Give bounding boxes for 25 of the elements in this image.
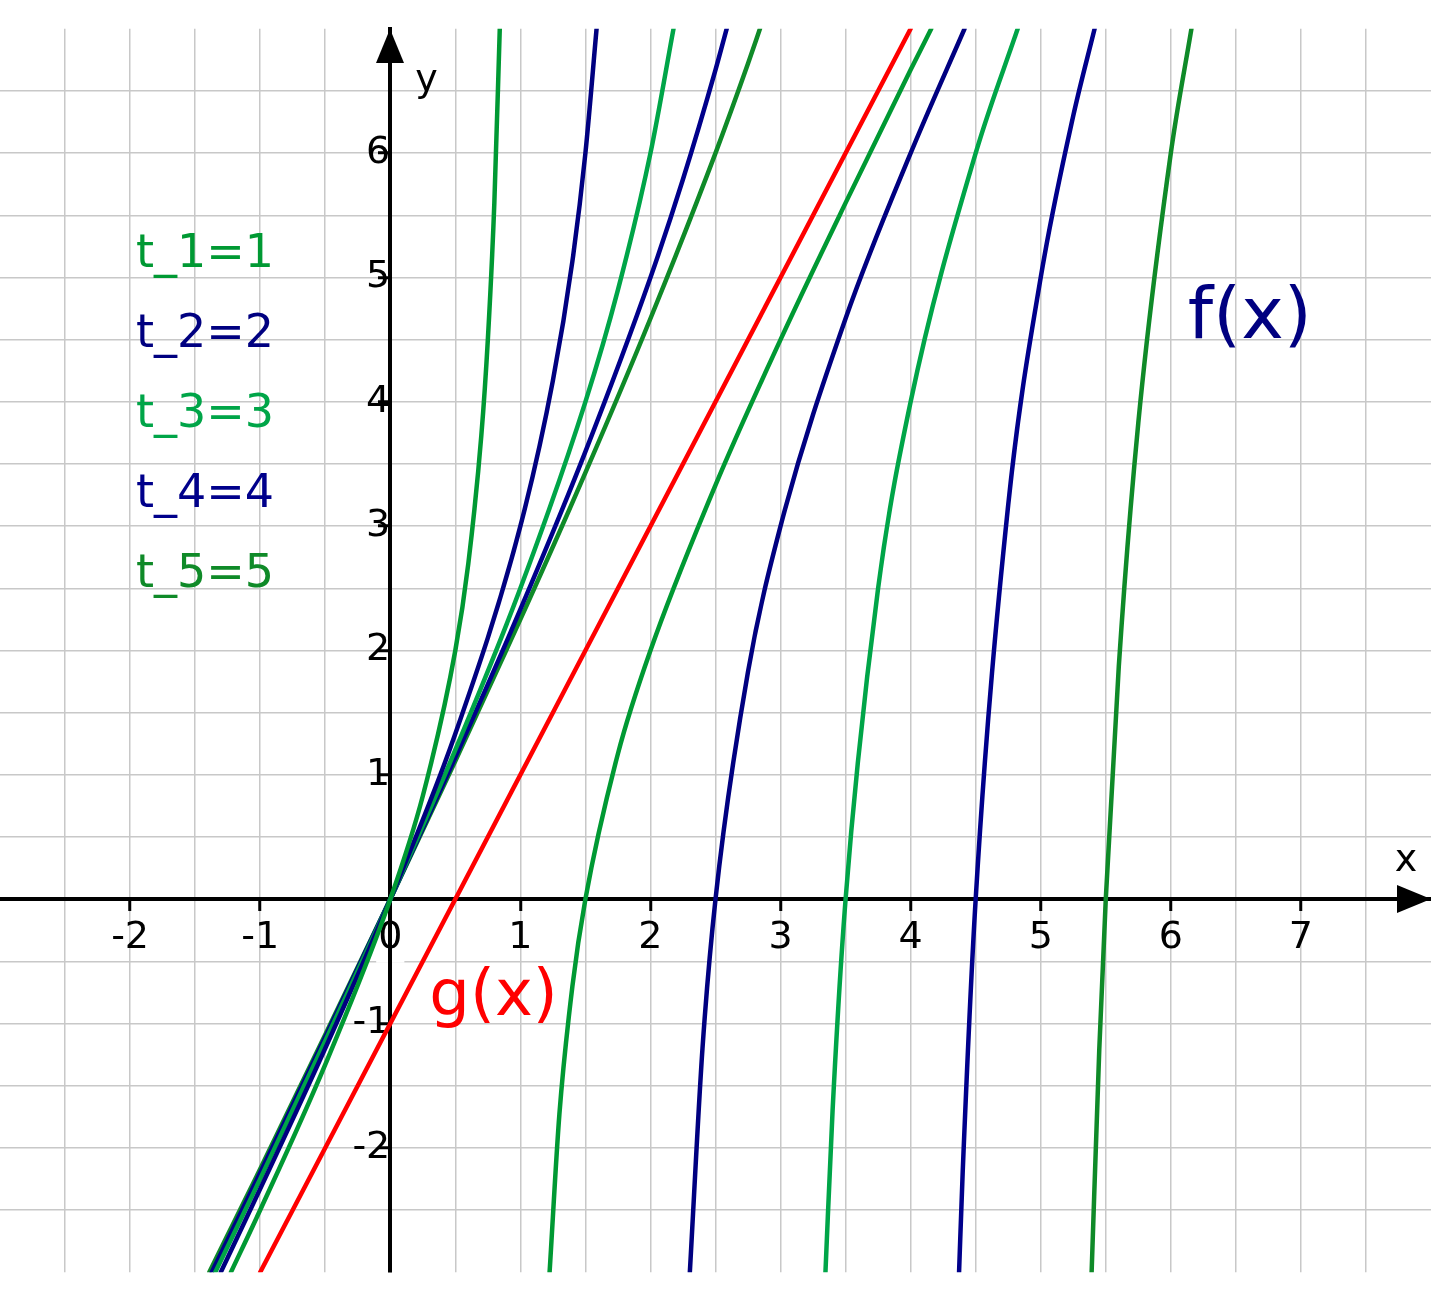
x-tick-label: -1 bbox=[241, 912, 280, 957]
x-tick-label: -2 bbox=[111, 912, 150, 957]
y-tick-label: 6 bbox=[366, 128, 391, 173]
x-tick-label: 5 bbox=[1028, 912, 1053, 957]
y-tick-label: 5 bbox=[366, 252, 391, 297]
text: t_1=1 bbox=[135, 223, 275, 278]
text: t_3=3 bbox=[135, 383, 275, 438]
x-tick-label: 3 bbox=[768, 912, 793, 957]
annotation: f(x) bbox=[1187, 271, 1312, 356]
y-tick-label: 1 bbox=[366, 749, 391, 794]
x-axis-title: x bbox=[1394, 836, 1418, 881]
x-tick-label: 1 bbox=[508, 912, 533, 957]
x-tick-label: 6 bbox=[1158, 912, 1183, 957]
x-tick-label: 4 bbox=[898, 912, 923, 957]
annotation: g(x) bbox=[429, 956, 558, 1031]
y-axis-title: y bbox=[415, 55, 438, 100]
text: t_2=2 bbox=[135, 303, 275, 358]
text: t_5=5 bbox=[135, 543, 275, 598]
y-tick-label: 3 bbox=[366, 501, 391, 546]
x-tick-label: 7 bbox=[1288, 912, 1313, 957]
y-tick-label: 2 bbox=[366, 625, 391, 670]
y-tick-label: -2 bbox=[352, 1122, 391, 1167]
x-tick-label: 2 bbox=[638, 912, 663, 957]
text: t_4=4 bbox=[135, 463, 275, 518]
y-tick-label: 4 bbox=[366, 376, 391, 421]
